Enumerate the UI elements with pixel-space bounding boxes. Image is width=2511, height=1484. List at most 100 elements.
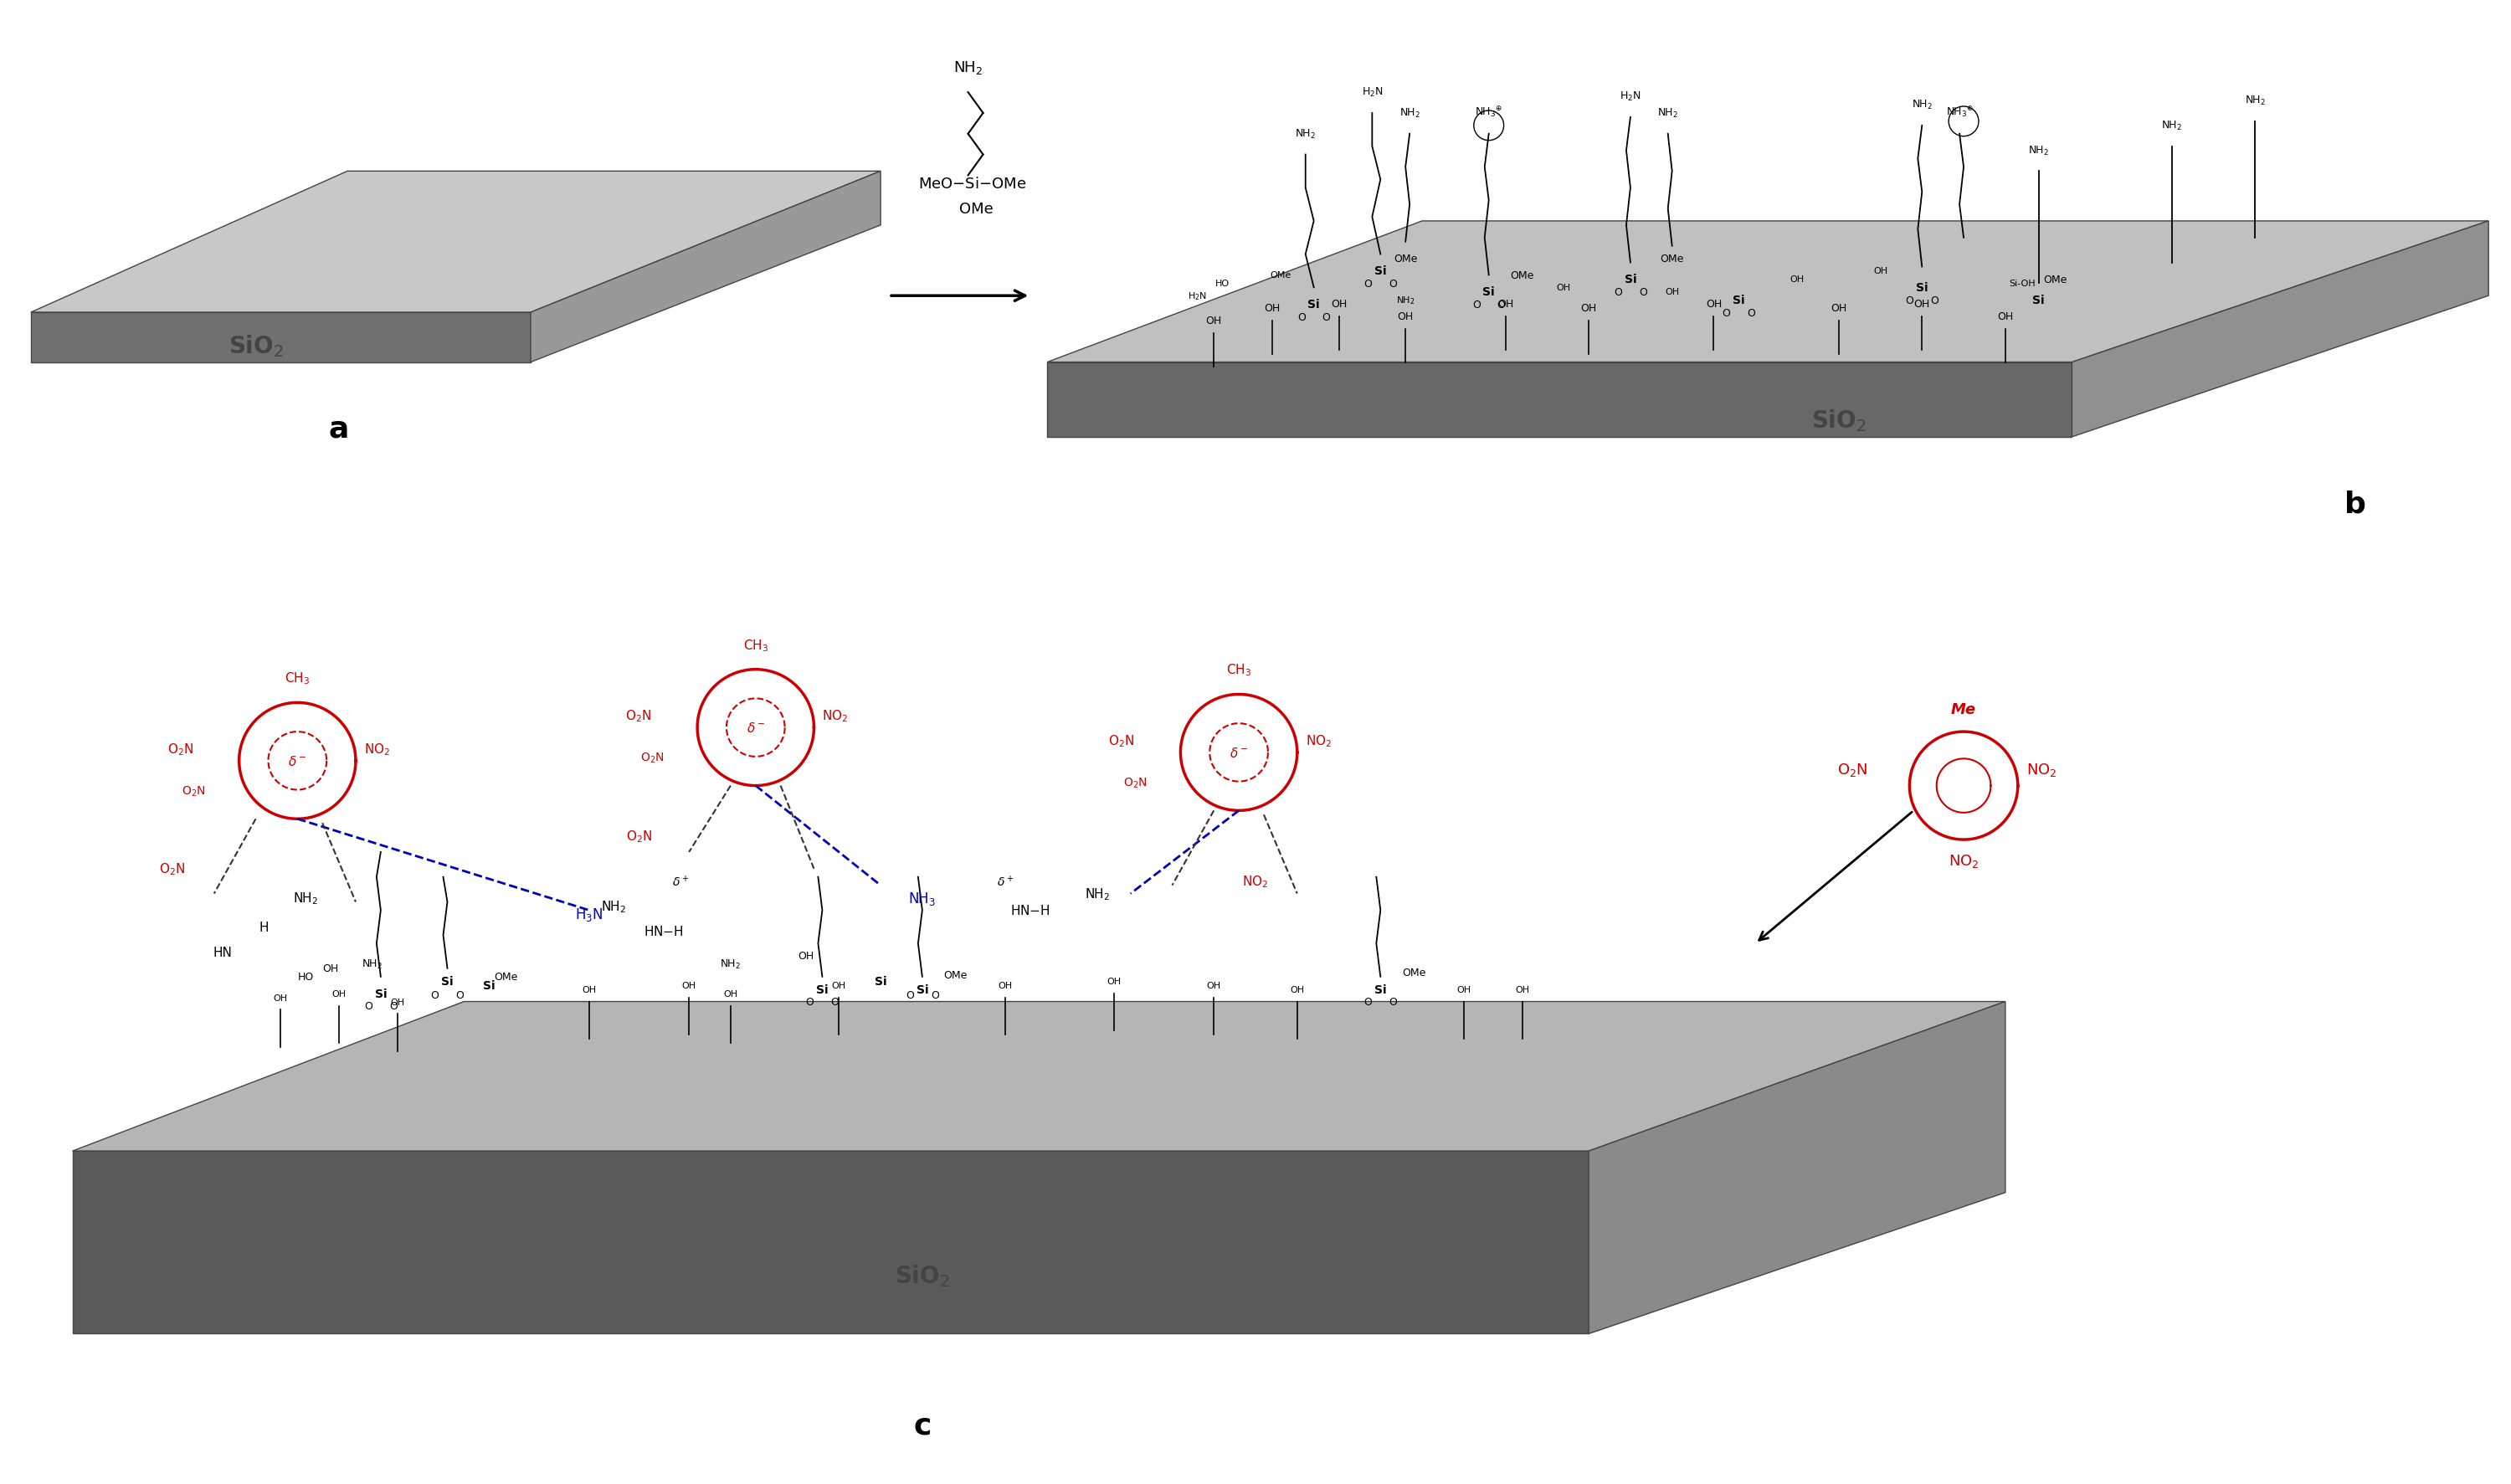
Polygon shape bbox=[73, 1152, 1589, 1334]
Text: b: b bbox=[2345, 490, 2365, 518]
Text: Si: Si bbox=[482, 979, 495, 991]
Text: Si: Si bbox=[442, 975, 454, 987]
Text: OMe: OMe bbox=[1509, 270, 1534, 280]
Text: NO$_2$: NO$_2$ bbox=[1306, 733, 1331, 748]
Text: $\delta^+$: $\delta^+$ bbox=[673, 874, 688, 889]
Text: O: O bbox=[432, 990, 439, 1000]
Text: O: O bbox=[1497, 300, 1507, 310]
Text: Si: Si bbox=[1733, 295, 1745, 306]
Text: O: O bbox=[1363, 279, 1371, 289]
Text: OH: OH bbox=[1263, 303, 1281, 313]
Text: NH$_2$: NH$_2$ bbox=[954, 59, 982, 76]
Text: OMe: OMe bbox=[495, 972, 517, 982]
Text: O: O bbox=[1363, 996, 1371, 1008]
Text: NH$_2$: NH$_2$ bbox=[2029, 144, 2049, 157]
Text: OH: OH bbox=[1705, 298, 1723, 310]
Text: OH: OH bbox=[331, 990, 347, 997]
Text: MeO$-$Si$-$OMe: MeO$-$Si$-$OMe bbox=[919, 177, 1027, 191]
Text: OH: OH bbox=[831, 981, 846, 990]
Text: O$_2$N: O$_2$N bbox=[1107, 733, 1135, 748]
Text: O: O bbox=[1723, 307, 1730, 319]
Text: OH: OH bbox=[683, 981, 696, 990]
Text: NH$_3$$^⊕$: NH$_3$$^⊕$ bbox=[1474, 105, 1502, 120]
Text: O: O bbox=[1748, 307, 1755, 319]
Text: OMe: OMe bbox=[1660, 254, 1685, 264]
Text: O: O bbox=[454, 990, 465, 1000]
Text: H$_3$N: H$_3$N bbox=[575, 907, 603, 923]
Text: NH$_3$: NH$_3$ bbox=[909, 890, 937, 907]
Text: OH: OH bbox=[1557, 283, 1572, 292]
Text: O$_2$N: O$_2$N bbox=[1838, 761, 1868, 778]
Polygon shape bbox=[30, 313, 530, 362]
Text: OH: OH bbox=[1205, 315, 1223, 326]
Polygon shape bbox=[530, 172, 881, 362]
Text: Si-OH: Si-OH bbox=[2009, 279, 2036, 288]
Text: NH$_2$: NH$_2$ bbox=[1911, 99, 1933, 111]
Text: O: O bbox=[1298, 312, 1306, 322]
Text: OH: OH bbox=[1582, 303, 1597, 313]
Text: O: O bbox=[1389, 996, 1396, 1008]
Text: NH$_2$: NH$_2$ bbox=[362, 959, 382, 971]
Text: NH$_2$: NH$_2$ bbox=[1085, 886, 1110, 902]
Text: OH: OH bbox=[389, 997, 404, 1006]
Text: O$_2$N: O$_2$N bbox=[1122, 776, 1148, 789]
Text: Si: Si bbox=[917, 984, 929, 996]
Text: OMe: OMe bbox=[1271, 272, 1291, 280]
Text: O$_2$N: O$_2$N bbox=[640, 751, 663, 764]
Text: NO$_2$: NO$_2$ bbox=[1949, 852, 1979, 870]
Polygon shape bbox=[1047, 362, 2072, 438]
Text: OH: OH bbox=[723, 990, 738, 997]
Text: NH$_2$: NH$_2$ bbox=[1296, 128, 1316, 141]
Text: O$_2$N: O$_2$N bbox=[625, 708, 650, 724]
Text: Me: Me bbox=[1951, 702, 1976, 717]
Text: HO: HO bbox=[299, 972, 314, 982]
Text: OH: OH bbox=[999, 981, 1012, 990]
Text: O: O bbox=[1389, 279, 1396, 289]
Text: O: O bbox=[1906, 295, 1913, 306]
Polygon shape bbox=[1589, 1002, 2006, 1334]
Text: $\delta^-$: $\delta^-$ bbox=[289, 754, 306, 767]
Text: a: a bbox=[329, 416, 349, 444]
Text: OMe: OMe bbox=[1394, 254, 1416, 264]
Text: Si: Si bbox=[816, 984, 829, 996]
Text: SiO$_2$: SiO$_2$ bbox=[229, 334, 284, 359]
Text: OH: OH bbox=[1996, 312, 2014, 322]
Text: O: O bbox=[389, 1000, 397, 1012]
Text: OH: OH bbox=[1665, 288, 1680, 297]
Text: NO$_2$: NO$_2$ bbox=[364, 741, 389, 757]
Text: Si: Si bbox=[874, 975, 886, 987]
Text: NO$_2$: NO$_2$ bbox=[2026, 761, 2057, 778]
Text: OH: OH bbox=[274, 993, 289, 1002]
Text: OH: OH bbox=[583, 985, 595, 993]
Polygon shape bbox=[73, 1002, 2006, 1152]
Text: OH: OH bbox=[1873, 267, 1888, 276]
Text: $\delta^-$: $\delta^-$ bbox=[1230, 746, 1248, 760]
Text: O: O bbox=[364, 1000, 372, 1012]
Text: OH: OH bbox=[1514, 985, 1529, 993]
Text: OH: OH bbox=[798, 951, 814, 962]
Text: NH$_2$: NH$_2$ bbox=[721, 959, 741, 971]
Text: NH$_2$: NH$_2$ bbox=[1399, 107, 1421, 120]
Text: OH: OH bbox=[1456, 985, 1471, 993]
Text: OH: OH bbox=[1913, 298, 1931, 310]
Text: Si: Si bbox=[1481, 286, 1494, 298]
Text: H$_2$N: H$_2$N bbox=[1361, 86, 1384, 99]
Text: NH$_2$: NH$_2$ bbox=[600, 898, 628, 914]
Text: Si: Si bbox=[1625, 275, 1637, 285]
Text: OMe: OMe bbox=[959, 202, 994, 217]
Text: NH$_3$$^⊕$: NH$_3$$^⊕$ bbox=[1946, 105, 1974, 120]
Text: SiO$_2$: SiO$_2$ bbox=[1810, 408, 1866, 433]
Text: HN: HN bbox=[213, 945, 231, 959]
Text: H$_2$N: H$_2$N bbox=[1188, 291, 1208, 303]
Text: O$_2$N: O$_2$N bbox=[181, 784, 206, 798]
Text: OMe: OMe bbox=[944, 969, 967, 981]
Text: OH: OH bbox=[1790, 276, 1805, 283]
Text: OMe: OMe bbox=[2044, 275, 2067, 285]
Text: NH$_2$: NH$_2$ bbox=[2162, 119, 2182, 132]
Polygon shape bbox=[2072, 221, 2488, 438]
Text: O: O bbox=[831, 996, 839, 1008]
Text: OH: OH bbox=[1331, 298, 1346, 310]
Text: CH$_3$: CH$_3$ bbox=[743, 637, 768, 653]
Text: OH: OH bbox=[1208, 981, 1220, 990]
Text: CH$_3$: CH$_3$ bbox=[284, 671, 309, 686]
